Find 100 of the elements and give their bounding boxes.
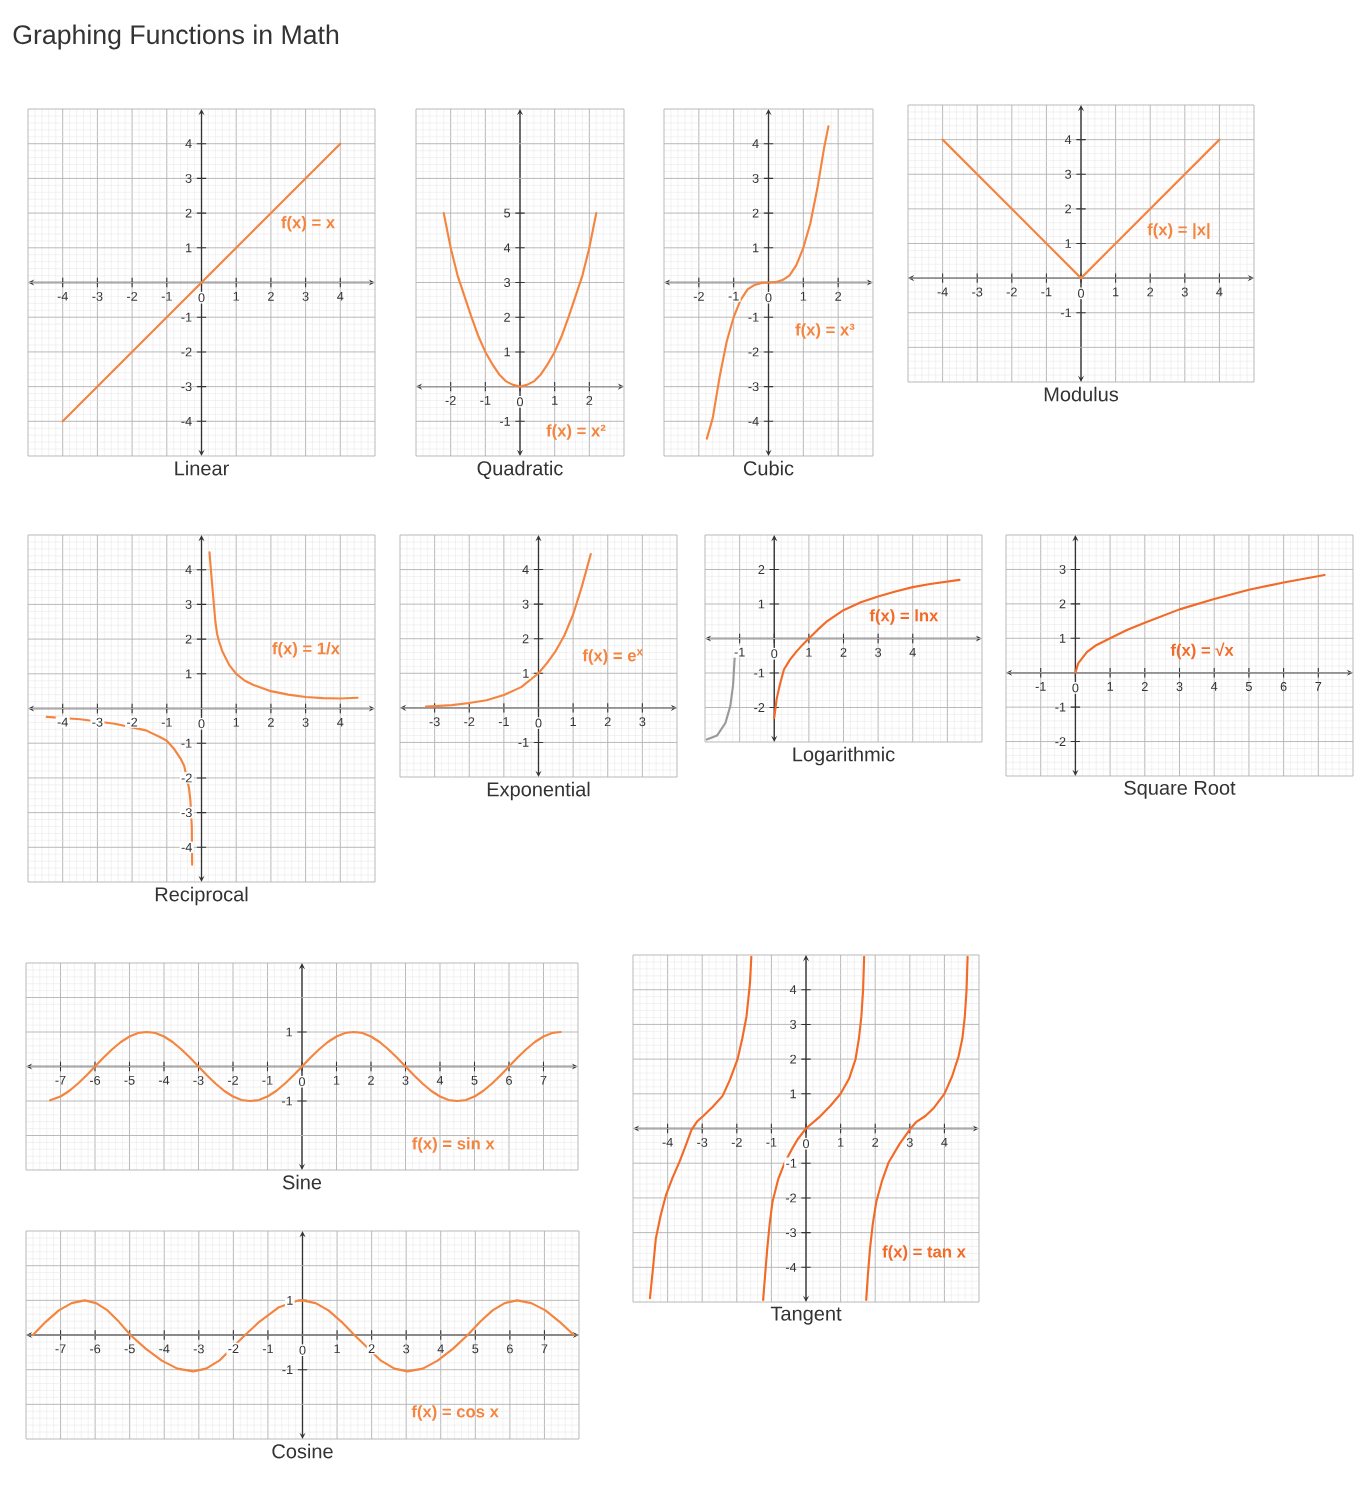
- y-tick-label: 4: [503, 243, 511, 253]
- x-tick-label: 2: [368, 1075, 374, 1085]
- y-tick-label: 1: [1059, 633, 1066, 643]
- y-tick-label: 1: [504, 347, 510, 357]
- text: Tangent: [770, 1306, 842, 1325]
- x-tick-label: 0: [298, 1077, 306, 1087]
- x-tick-label: -1: [161, 291, 172, 301]
- x-tick-label: 0: [198, 293, 205, 303]
- text: Modulus: [1044, 386, 1119, 402]
- x-tick-label: 4: [1210, 682, 1218, 691]
- y-tick-label: 2: [185, 208, 192, 218]
- x-tick-label: 1: [233, 291, 240, 301]
- x-tick-label: -2: [731, 1137, 742, 1147]
- x-tick-label: -4: [158, 1075, 170, 1085]
- x-tick-label: 6: [507, 1344, 513, 1354]
- y-tick-label: -3: [181, 808, 192, 818]
- x-tick-label: 4: [337, 717, 344, 727]
- y-tick-label: 1: [286, 1027, 292, 1037]
- x-tick-label: -2: [464, 717, 475, 727]
- y-tick-label: -3: [748, 382, 759, 392]
- y-tick-label: -4: [748, 416, 759, 426]
- x-tick-label: 3: [906, 1137, 913, 1147]
- x-tick-label: -1: [766, 1137, 777, 1147]
- x-tick-label: -1: [1041, 287, 1052, 297]
- x-tick-label: -5: [124, 1344, 135, 1354]
- y-tick-label: -2: [181, 773, 192, 783]
- x-tick-label: -4: [937, 287, 948, 297]
- x-tick-label: 6: [506, 1075, 512, 1085]
- x-tick-label: 2: [586, 395, 593, 405]
- x-tick-label: 7: [540, 1075, 547, 1085]
- y-tick-label: -1: [1060, 308, 1072, 318]
- annotation: f(x) = x³: [795, 323, 855, 339]
- x-tick-label: -3: [193, 1075, 204, 1085]
- x-tick-label: -1: [161, 717, 172, 727]
- x-tick-label: 0: [771, 649, 778, 659]
- x-tick-label: 5: [472, 1344, 479, 1354]
- x-tick-label: -3: [92, 291, 103, 301]
- y-tick-label: -1: [748, 312, 759, 322]
- y-tick-label: 4: [185, 139, 192, 149]
- x-tick-label: 1: [334, 1344, 340, 1354]
- y-tick-label: -2: [1055, 737, 1066, 746]
- y-tick-label: 4: [185, 565, 192, 575]
- y-tick-label: -4: [181, 842, 192, 852]
- x-tick-label: -4: [57, 291, 68, 301]
- x-tick-label: 3: [1181, 287, 1188, 297]
- y-tick-label: -1: [518, 738, 529, 747]
- x-tick-label: 3: [875, 647, 882, 657]
- x-tick-label: 3: [403, 1344, 410, 1354]
- x-tick-label: -3: [193, 1344, 204, 1354]
- y-tick-label: 1: [186, 669, 192, 679]
- x-tick-label: 4: [1216, 287, 1223, 297]
- y-tick-label: -1: [754, 668, 765, 678]
- y-tick-label: 4: [752, 139, 759, 149]
- x-tick-label: -1: [734, 647, 745, 657]
- y-tick-label: -1: [181, 738, 192, 748]
- x-tick-label: 2: [872, 1137, 879, 1147]
- x-tick-label: 1: [800, 291, 807, 301]
- annotation: f(x) = √x: [1170, 642, 1234, 660]
- annotation: f(x) = lnx: [869, 609, 939, 625]
- x-tick-label: -7: [55, 1075, 66, 1085]
- y-tick-label: -1: [281, 1096, 292, 1106]
- x-tick-label: -2: [445, 395, 456, 405]
- x-tick-label: -1: [262, 1075, 273, 1085]
- x-tick-label: -6: [89, 1075, 101, 1085]
- x-tick-label: 1: [1107, 682, 1114, 691]
- x-tick-label: -3: [92, 717, 103, 727]
- y-tick-label: 1: [758, 599, 765, 609]
- annotation: f(x) = sin x: [412, 1137, 495, 1153]
- annotation: f(x) = x: [281, 216, 335, 232]
- y-tick-label: 3: [185, 173, 192, 183]
- x-tick-label: 5: [471, 1075, 478, 1085]
- y-tick-label: 1: [1065, 239, 1072, 248]
- x-tick-label: -3: [972, 287, 983, 297]
- x-tick-label: 2: [604, 717, 611, 727]
- text: Cosine: [272, 1443, 333, 1459]
- y-tick-label: -3: [785, 1228, 797, 1238]
- y-tick-label: 5: [504, 208, 511, 218]
- x-tick-label: 0: [1077, 288, 1085, 298]
- annotation: f(x) = |x|: [1147, 223, 1210, 239]
- text: Logarithmic: [793, 746, 895, 766]
- x-tick-label: 3: [302, 291, 309, 301]
- y-tick-label: 3: [1065, 169, 1072, 179]
- x-tick-label: 5: [1245, 682, 1252, 691]
- x-tick-label: 2: [268, 717, 274, 727]
- y-tick-label: 2: [522, 634, 529, 644]
- x-tick-label: 2: [1147, 287, 1154, 297]
- x-tick-label: 1: [806, 647, 812, 657]
- text: Graphing Functions in Math: [13, 24, 339, 50]
- y-tick-label: 3: [752, 173, 759, 183]
- x-tick-label: -1: [480, 395, 491, 405]
- x-tick-label: -2: [1006, 287, 1017, 297]
- x-tick-label: 1: [552, 395, 558, 405]
- x-tick-label: 2: [835, 291, 842, 301]
- y-tick-label: 4: [522, 565, 529, 574]
- x-tick-label: -2: [127, 291, 138, 301]
- annotation: f(x) = cos x: [411, 1405, 499, 1421]
- y-tick-label: -1: [181, 312, 192, 322]
- x-tick-label: 3: [302, 717, 309, 727]
- text: Cubic: [743, 460, 794, 476]
- x-tick-label: 1: [570, 717, 577, 726]
